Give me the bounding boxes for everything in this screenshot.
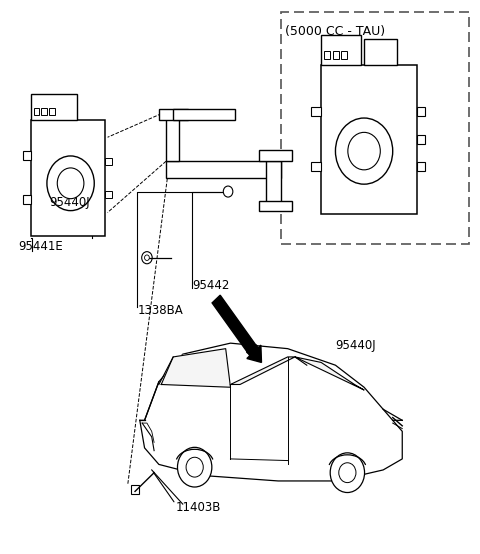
Bar [34,108,39,115]
Text: 95440J: 95440J [336,340,376,352]
Bar [417,107,425,116]
Bar [311,162,321,171]
Text: 95442: 95442 [192,279,229,292]
Bar [166,161,281,178]
Bar [49,108,55,115]
Circle shape [47,156,94,211]
Bar [321,65,417,214]
Bar [333,51,339,59]
Bar [23,151,31,160]
Bar [266,161,281,208]
Bar [23,196,31,204]
Circle shape [330,453,364,493]
Bar [259,150,292,161]
Bar [311,107,321,116]
Circle shape [142,252,152,264]
Polygon shape [230,357,295,384]
Text: 1338BA: 1338BA [137,304,183,316]
Circle shape [336,118,393,184]
Polygon shape [295,357,364,390]
Bar [341,51,348,59]
Bar [31,120,105,235]
Text: 11403B: 11403B [176,501,221,514]
Bar [259,201,292,211]
Bar [166,112,180,161]
Circle shape [57,168,84,199]
Bar [417,162,425,171]
Bar [417,135,425,143]
Bar [105,191,112,198]
Bar [31,94,77,120]
Bar [131,485,139,494]
Polygon shape [161,348,230,387]
Circle shape [348,132,380,170]
Circle shape [178,447,212,487]
Text: 95440J: 95440J [49,196,90,209]
FancyBboxPatch shape [281,12,469,244]
Circle shape [144,255,149,260]
Circle shape [339,463,356,483]
Bar [105,158,112,165]
Bar [321,35,361,65]
Circle shape [223,186,233,197]
Circle shape [186,457,203,477]
Bar [364,39,397,65]
Text: 95441E: 95441E [18,240,63,253]
Bar [159,109,188,120]
FancyArrow shape [212,295,262,362]
Text: (5000 CC - TAU): (5000 CC - TAU) [285,25,385,38]
Bar [41,108,47,115]
Bar [173,109,235,120]
Bar [324,51,330,59]
